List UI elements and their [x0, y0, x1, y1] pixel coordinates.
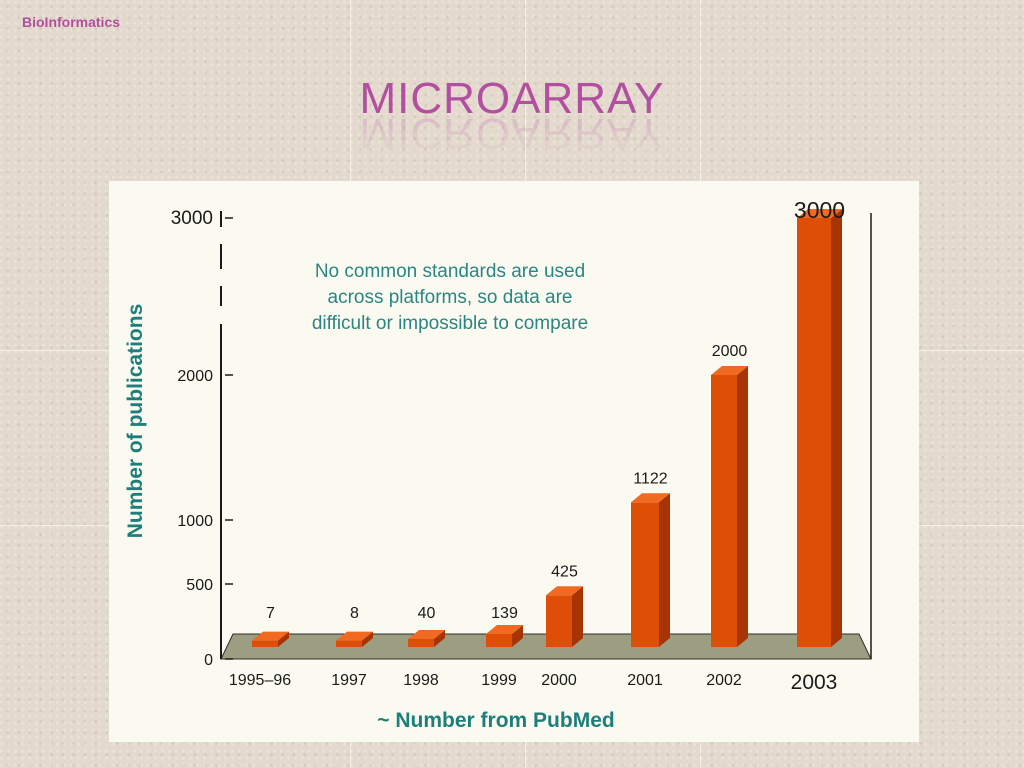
- slide-title: MICROARRAY MICROARRAY: [359, 74, 665, 158]
- title-area: MICROARRAY MICROARRAY: [0, 74, 1024, 158]
- x-tick-label: 1998: [403, 672, 439, 689]
- bar-top: [797, 209, 842, 218]
- bar: [546, 595, 572, 647]
- bar-data-label: 8: [350, 605, 359, 622]
- bar: [336, 640, 362, 647]
- x-tick-label: 1997: [331, 672, 367, 689]
- x-tick-label: 2002: [706, 672, 742, 689]
- chart-annotation-line: No common standards are used: [315, 261, 585, 282]
- bar-data-label: 139: [491, 605, 518, 622]
- bar-data-label: 425: [551, 563, 578, 580]
- y-tick-label: 0: [204, 652, 213, 669]
- bar: [631, 502, 659, 647]
- bar: [711, 375, 737, 647]
- y-tick-label: 1000: [177, 513, 213, 530]
- bar: [486, 634, 512, 647]
- bar: [797, 218, 831, 647]
- x-tick-label: 2003: [791, 671, 838, 694]
- bar-side: [278, 631, 289, 647]
- y-axis-title: Number of publications: [124, 304, 147, 539]
- bar-top: [336, 631, 373, 641]
- bar-top: [546, 586, 583, 596]
- bar-top: [486, 625, 523, 634]
- bar-side: [572, 586, 583, 647]
- bar: [252, 640, 278, 647]
- bar-side: [434, 629, 445, 647]
- chart-panel: 0 500 1000 2000 3000 Number of publications 7 8…: [109, 181, 919, 742]
- x-axis-title: ~ Number from PubMed: [377, 709, 614, 732]
- x-tick-label: 2001: [627, 672, 663, 689]
- bar-top: [631, 493, 670, 503]
- chart-annotation-line: across platforms, so data are: [328, 287, 573, 308]
- bar-data-label: 40: [418, 605, 436, 622]
- bar-data-label: 7: [266, 605, 275, 622]
- bar-data-label: 3000: [794, 197, 845, 223]
- bar-side: [737, 366, 748, 647]
- bar-top: [711, 366, 748, 375]
- bar-side: [512, 625, 523, 647]
- x-tick-label: 1999: [481, 672, 517, 689]
- x-tick-label: 2000: [541, 672, 577, 689]
- bar-data-label: 1122: [633, 470, 668, 487]
- bar-side: [659, 493, 670, 647]
- bar: [408, 638, 434, 647]
- bar-top: [408, 629, 445, 639]
- chart-annotation-line: difficult or impossible to compare: [312, 313, 588, 334]
- y-tick-label: 500: [186, 577, 213, 594]
- bar-side: [362, 631, 373, 647]
- slide-title-text: MICROARRAY: [359, 74, 665, 123]
- bar-chart: 0 500 1000 2000 3000 Number of publications 7 8…: [124, 197, 872, 732]
- y-tick-label: 3000: [171, 208, 213, 229]
- bar-top: [252, 631, 289, 641]
- x-tick-label: 1995–96: [229, 672, 291, 689]
- y-tick-label: 2000: [177, 368, 213, 385]
- bar-data-label: 2000: [712, 343, 748, 360]
- bar-side: [831, 209, 842, 647]
- brand-label: BioInformatics: [22, 14, 121, 30]
